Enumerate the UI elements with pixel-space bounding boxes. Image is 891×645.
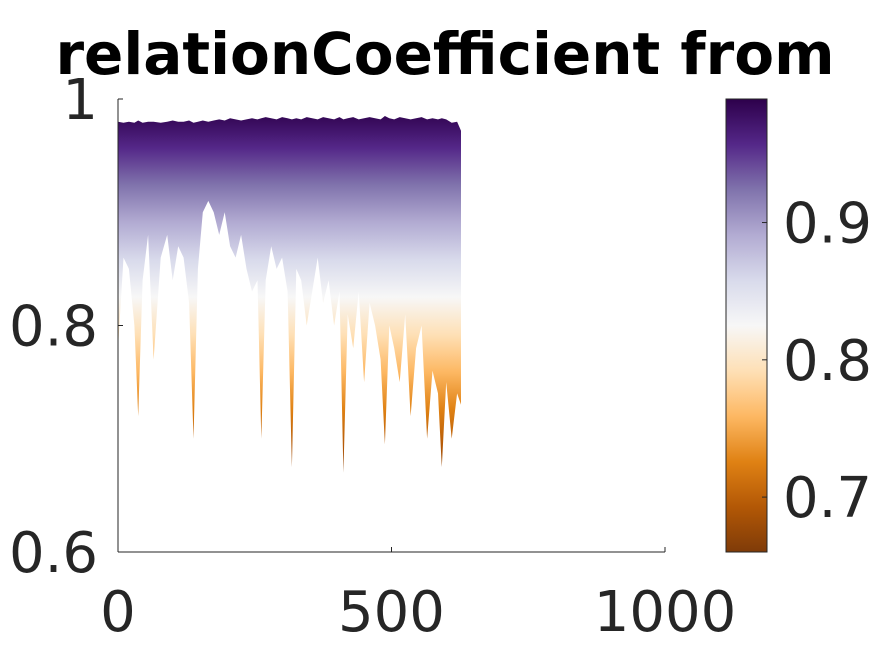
chart-title: relationCoefficient from bbox=[55, 20, 834, 88]
y-tick-label: 0.8 bbox=[9, 295, 98, 360]
colorbar-tick-label: 0.9 bbox=[783, 192, 872, 257]
x-tick-label: 0 bbox=[100, 580, 136, 645]
plot-area bbox=[118, 116, 461, 473]
colorbar: 0.7 0.8 0.9 bbox=[725, 98, 872, 553]
x-tick-label: 1000 bbox=[594, 580, 737, 645]
data-band-series-0 bbox=[118, 116, 461, 473]
axes: 0 500 1000 0.6 0.8 1 bbox=[9, 68, 736, 645]
colorbar-strip bbox=[725, 98, 768, 553]
colorbar-tick-label: 0.7 bbox=[783, 466, 872, 531]
x-tick-label: 500 bbox=[338, 580, 445, 645]
y-tick-label: 0.6 bbox=[9, 521, 98, 586]
colorbar-tick-label: 0.8 bbox=[783, 329, 872, 394]
y-tick-label: 1 bbox=[62, 68, 98, 133]
